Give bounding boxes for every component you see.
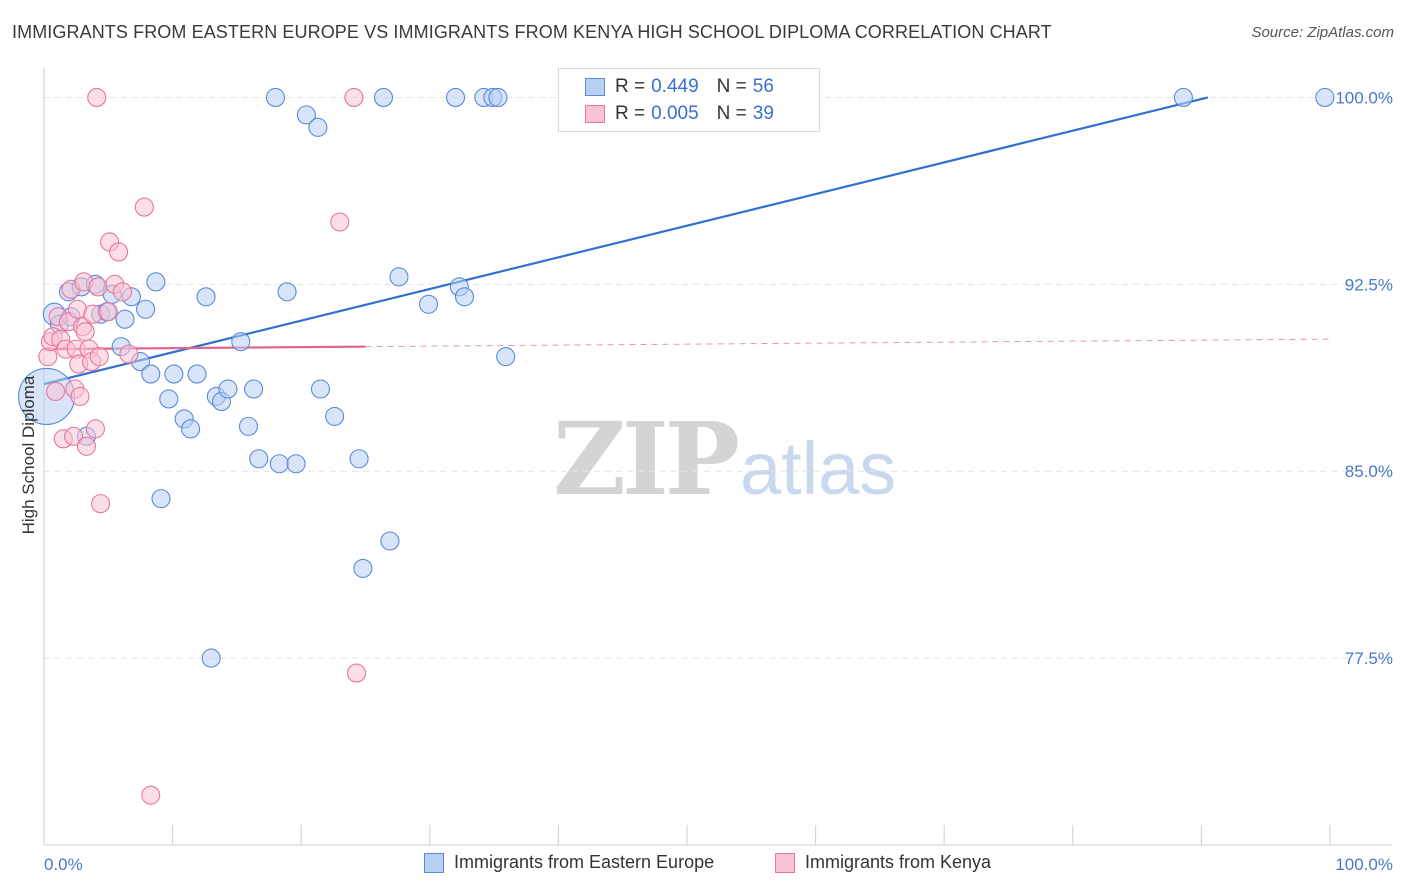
y-tick-label: 77.5% [1345,649,1393,668]
kenya-point [119,344,139,364]
kenya-point [76,436,96,456]
eastern-europe-trend-line [43,96,1209,386]
eastern-europe-point [151,489,171,509]
legend-n-value: 39 [752,103,774,124]
y-tick-label: 100.0% [1335,88,1393,107]
eastern-europe-point [231,332,251,352]
eastern-europe-point [1173,87,1193,107]
eastern-europe-point [115,309,135,329]
legend-row-kenya: R = 0.005 N = 39 [585,102,774,126]
eastern-europe-point [277,282,297,302]
kenya-point [98,302,118,322]
eastern-europe-point [454,287,475,307]
axis-labels: 100.0% 92.5% 85.0% 77.5% 0.0% 100.0% High Scho… [19,88,1393,874]
kenya-point [344,87,364,107]
kenya-point [89,347,109,367]
eastern-europe-point [325,406,345,426]
x-tick-label-start: 0.0% [44,855,83,874]
legend-row-eastern-europe: R = 0.449 N = 56 [585,75,774,99]
legend-r-value: 0.005 [651,103,699,124]
kenya-point [141,785,161,805]
bottom-legend-eastern-europe: Immigrants from Eastern Europe [424,852,714,873]
kenya-point [134,197,154,217]
kenya-point [85,419,105,439]
kenya-point [346,663,367,683]
bottom-legend-label: Immigrants from Kenya [805,852,992,872]
eastern-europe-point [1315,87,1335,107]
eastern-europe-point [373,87,394,107]
eastern-europe-point [181,419,201,439]
legend-n-label: N = [716,76,747,97]
eastern-europe-point [136,299,156,319]
eastern-europe-point [349,449,369,469]
eastern-europe-point [141,364,161,384]
eastern-europe-point [353,558,373,578]
eastern-europe-point [159,389,179,409]
eastern-europe-point [310,379,331,399]
eastern-europe-point [286,454,306,474]
eastern-europe-point [196,287,216,307]
legend-r-label: R = [615,76,646,97]
eastern-europe-point [146,272,166,292]
eastern-europe-point [244,379,264,399]
eastern-europe-point [496,347,516,367]
kenya-point [75,322,95,342]
kenya-point [46,381,66,402]
watermark-atlas: atlas [739,427,897,510]
legend-swatch-pink [585,105,605,123]
legend-n-value: 56 [752,76,774,97]
chart-title: IMMIGRANTS FROM EASTERN EUROPE VS IMMIGR… [12,22,1052,42]
kenya-point [109,242,129,262]
legend-r-label: R = [615,103,646,124]
bottom-legend-swatch-pink [775,852,795,873]
watermark-zip: ZIP [553,400,740,518]
eastern-europe-point [265,87,286,107]
eastern-europe-point [238,416,259,436]
y-tick-label: 92.5% [1345,275,1393,294]
eastern-europe-point [296,105,316,125]
gridlines [44,96,1390,659]
watermark: ZIPatlas [553,400,896,518]
eastern-europe-point [389,267,409,287]
eastern-europe-point [164,364,184,384]
eastern-europe-point [201,648,221,668]
data-points [18,87,1335,805]
kenya-trend-extension [365,338,1331,348]
axes [43,68,1392,846]
kenya-point [64,426,84,446]
y-axis-label: High School Diploma [19,375,38,534]
bottom-legend-kenya: Immigrants from Kenya [775,852,991,873]
legend-r-value: 0.449 [651,76,699,97]
eastern-europe-point [380,531,400,551]
kenya-point [330,212,350,232]
bottom-legend-swatch-blue [424,852,444,873]
eastern-europe-point [249,449,269,469]
kenya-point [87,87,107,107]
eastern-europe-point [269,454,289,474]
kenya-point [70,386,90,407]
kenya-point [88,277,108,297]
source-label: Source: ZipAtlas.com [1251,24,1394,41]
eastern-europe-point [218,379,238,399]
eastern-europe-point [488,87,508,107]
eastern-europe-point [418,294,439,314]
legend-swatch-blue [585,78,605,96]
eastern-europe-point [445,87,466,107]
kenya-point [112,282,132,302]
eastern-europe-point [308,117,328,137]
y-tick-label: 85.0% [1345,462,1393,481]
kenya-point [91,494,111,514]
stats-legend: R = 0.449 N = 56 R = 0.005 N = 39 [558,68,820,132]
eastern-europe-point [187,364,207,384]
bottom-legend-label: Immigrants from Eastern Europe [454,852,715,872]
x-tick-label-end: 100.0% [1335,855,1393,874]
legend-n-label: N = [716,103,747,124]
